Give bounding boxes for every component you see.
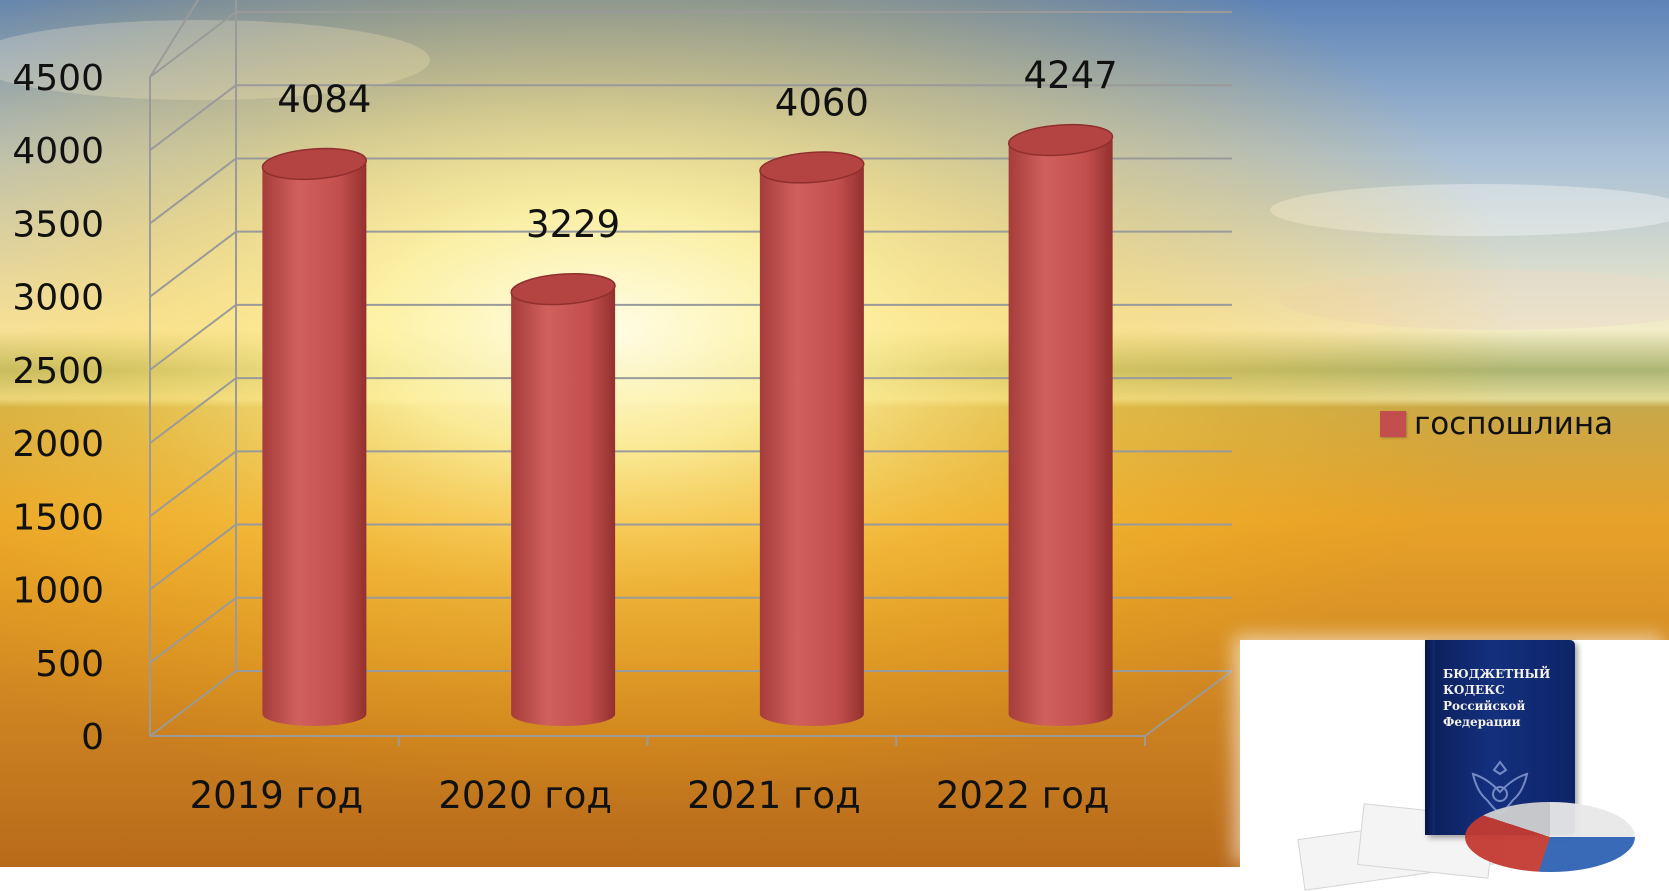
y-tick-label: 0	[81, 717, 104, 758]
y-tick-label: 2000	[12, 424, 104, 465]
legend-swatch	[1380, 411, 1406, 437]
eagle-emblem-icon	[1471, 760, 1529, 816]
legend-label-gosposhlina: госпошлина	[1414, 406, 1614, 442]
book-title: БЮДЖЕТНЫЙ КОДЕКС Российской Федерации	[1443, 667, 1551, 729]
y-tick-label: 4500	[12, 58, 104, 99]
data-label: 3229	[526, 203, 620, 246]
y-tick-label: 4000	[12, 131, 104, 172]
gridline-side	[149, 670, 237, 737]
y-tick-label: 2500	[12, 351, 104, 392]
legend: госпошлина	[1380, 406, 1613, 442]
bar-2019	[261, 147, 368, 726]
y-tick-label: 3000	[12, 278, 104, 319]
gridline-side	[149, 0, 200, 78]
y-tick-label: 1500	[12, 497, 104, 538]
bar-chart: 0 500 1000 1500 2000 2500 3000 3500 4000 4500 4084…	[12, 0, 1233, 817]
x-tick-label: 2020 год	[438, 774, 612, 817]
book-spine	[1425, 640, 1435, 835]
bar-body	[1008, 140, 1113, 727]
gridline-side	[149, 377, 237, 444]
x-tick-label: 2022 год	[936, 774, 1110, 817]
bar-2020	[510, 272, 616, 726]
data-label: 4060	[775, 81, 869, 124]
bar-body	[759, 167, 864, 727]
gridline-side	[149, 596, 237, 664]
bar-body	[511, 289, 616, 726]
floor-edge	[1144, 670, 1233, 737]
gridline-side	[149, 523, 237, 591]
bar-cap	[1007, 123, 1114, 157]
x-tick-label: 2019 год	[190, 774, 364, 817]
gridline-side	[149, 84, 237, 152]
data-label: 4247	[1024, 54, 1118, 97]
gridline-side	[149, 230, 237, 298]
y-tick-label: 3500	[12, 204, 104, 245]
bar-2022	[1007, 123, 1114, 727]
bar-cap	[510, 272, 616, 306]
cd-disc-decoration	[1465, 802, 1635, 872]
y-tick-label: 1000	[12, 571, 104, 612]
y-tick-label: 500	[35, 644, 104, 685]
bar-cap	[759, 151, 865, 184]
gridline-side	[149, 11, 237, 78]
bar-body	[262, 163, 367, 726]
gridline-side	[149, 304, 237, 371]
data-label: 4084	[277, 78, 371, 121]
budget-code-illustration: БЮДЖЕТНЫЙ КОДЕКС Российской Федерации	[1240, 640, 1669, 891]
bar-2021	[759, 151, 865, 727]
bar-cap	[261, 147, 368, 181]
gridline-side	[149, 450, 237, 518]
x-tick-label: 2021 год	[687, 774, 861, 817]
gridline-side	[149, 157, 237, 225]
budget-code-book: БЮДЖЕТНЫЙ КОДЕКС Российской Федерации	[1425, 640, 1575, 835]
